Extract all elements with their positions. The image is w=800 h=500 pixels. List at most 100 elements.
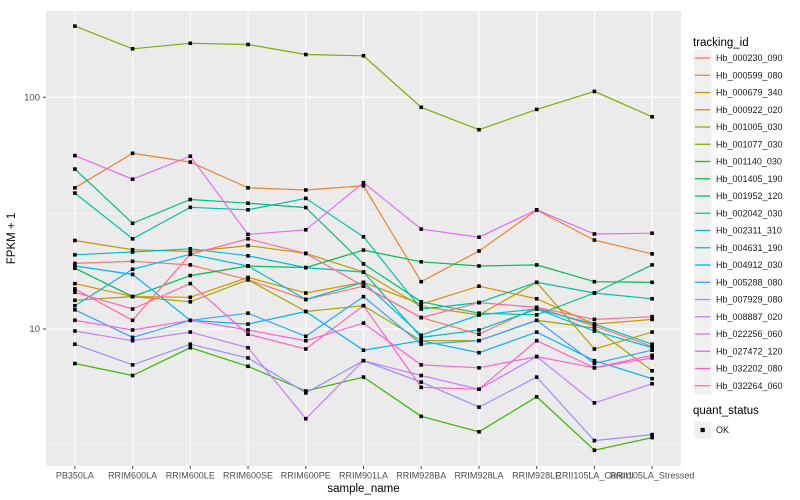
legend-label: Hb_000922_020: [716, 105, 783, 115]
data-point: [650, 297, 654, 301]
data-point: [188, 342, 193, 346]
data-point: [246, 275, 250, 280]
data-point: [650, 432, 654, 437]
data-point: [650, 369, 654, 373]
data-point: [130, 338, 135, 343]
legend-item-Hb_032264_060: Hb_032264_060: [694, 377, 783, 395]
x-tick-label: RRIM600SE: [223, 471, 273, 481]
data-point: [534, 305, 539, 310]
data-point: [419, 315, 423, 320]
x-tick-label: RRII105LA_Control: [555, 471, 633, 481]
data-point: [650, 353, 654, 358]
data-point: [304, 228, 308, 232]
data-point: [534, 330, 539, 334]
data-point: [130, 151, 135, 156]
x-tick-label: RRIM600PE: [281, 471, 331, 481]
data-point: [188, 247, 193, 251]
x-tick-label: PB350LA: [56, 471, 94, 481]
data-point: [592, 347, 597, 351]
data-point: [477, 332, 481, 336]
data-point: [419, 302, 423, 306]
data-point: [188, 252, 193, 257]
data-point: [73, 342, 77, 346]
data-point: [534, 280, 539, 285]
legend-item-Hb_000679_340: Hb_000679_340: [694, 83, 783, 102]
data-point: [73, 153, 77, 158]
data-point: [304, 291, 308, 295]
data-point: [650, 231, 654, 235]
legend-item-Hb_004631_190: Hb_004631_190: [694, 239, 783, 257]
x-axis-title: sample_name: [327, 483, 399, 495]
data-point: [592, 361, 597, 366]
data-point: [361, 180, 366, 185]
data-point: [361, 321, 366, 325]
data-point: [650, 280, 654, 285]
data-point: [419, 333, 423, 337]
data-point: [73, 287, 77, 291]
data-point: [73, 191, 77, 195]
legend-item-Hb_007929_080: Hb_007929_080: [694, 290, 783, 309]
data-point: [477, 430, 481, 434]
data-point: [361, 280, 366, 285]
data-point: [592, 322, 597, 326]
data-point: [419, 363, 423, 367]
data-point: [361, 294, 366, 299]
data-point: [650, 263, 654, 267]
x-tick-label: RRIM928LA: [454, 471, 503, 481]
data-point: [73, 281, 77, 286]
data-point: [73, 264, 77, 268]
data-point: [361, 303, 366, 308]
data-point: [246, 232, 250, 237]
data-point: [304, 265, 308, 270]
data-point: [130, 47, 135, 51]
data-point: [188, 41, 193, 46]
legend: tracking_id Hb_000230_090 Hb_000599_080 Hb_…: [693, 37, 783, 439]
data-point: [592, 326, 597, 330]
data-point: [304, 391, 308, 395]
data-point: [73, 24, 77, 28]
data-point: [246, 201, 250, 205]
data-point: [477, 264, 481, 268]
data-point: [130, 221, 135, 226]
x-tick-label: RRIM928LE: [512, 471, 561, 481]
legend-label: Hb_001005_030: [716, 122, 783, 132]
data-point: [130, 237, 135, 241]
data-point: [650, 252, 654, 256]
data-point: [246, 42, 250, 47]
data-point: [188, 281, 193, 286]
data-point: [419, 227, 423, 231]
legend-label: Hb_027472_120: [716, 346, 783, 356]
data-point: [130, 328, 135, 332]
data-point: [188, 273, 193, 278]
data-point: [534, 313, 539, 317]
legend-label: Hb_002042_030: [716, 208, 783, 218]
legend-label: Hb_002311_310: [716, 226, 782, 236]
data-point: [592, 438, 597, 443]
data-point: [650, 345, 654, 350]
legend-item-Hb_004912_030: Hb_004912_030: [694, 256, 783, 274]
data-point: [130, 294, 135, 299]
data-point: [477, 284, 481, 288]
data-point: [246, 237, 250, 241]
legend-label: Hb_000679_340: [716, 88, 783, 98]
legend-title-tracking: tracking_id: [693, 37, 749, 49]
data-point: [534, 318, 539, 323]
data-point: [246, 254, 250, 258]
data-point: [361, 358, 366, 363]
data-point: [419, 279, 423, 284]
legend-item-Hb_000230_090: Hb_000230_090: [694, 49, 783, 67]
data-point: [592, 279, 597, 284]
data-point: [188, 295, 193, 300]
x-tick-label: RRIM600LE: [166, 471, 215, 481]
data-point: [246, 356, 250, 360]
axis-ticks: [43, 96, 653, 469]
data-point: [361, 54, 366, 58]
legend-label: Hb_022256_060: [716, 329, 783, 339]
data-point: [650, 435, 654, 440]
legend-label: Hb_004912_030: [716, 260, 783, 270]
data-point: [246, 332, 250, 336]
data-point: [361, 262, 366, 266]
data-point: [592, 366, 597, 370]
data-point: [304, 251, 308, 256]
